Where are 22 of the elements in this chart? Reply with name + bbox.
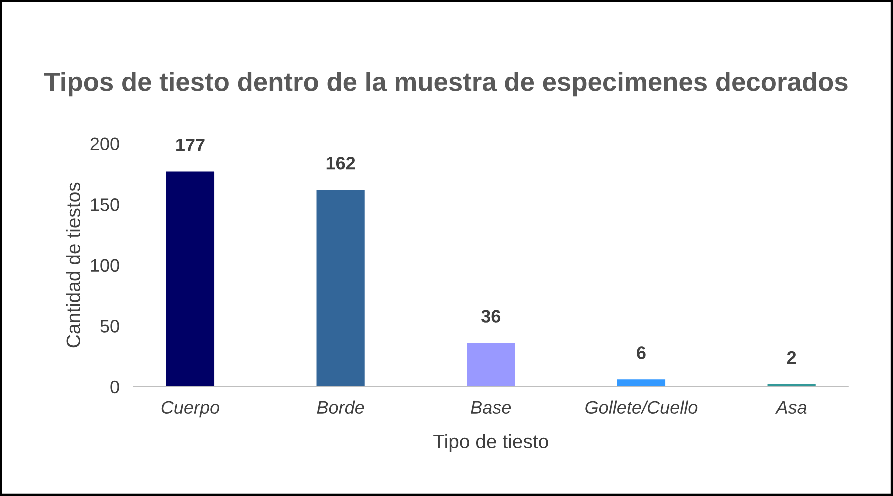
x-tick-label: Borde xyxy=(317,400,364,414)
bar xyxy=(166,172,215,387)
x-tick-label: Asa xyxy=(775,401,807,414)
y-tick-label: 100 xyxy=(91,259,120,272)
y-tick-label: 50 xyxy=(100,320,120,333)
x-axis-title: Tipo de tiesto xyxy=(434,434,548,452)
bar xyxy=(467,343,516,387)
y-axis-title: Cantidad de tiestos xyxy=(66,182,81,348)
data-label: 177 xyxy=(176,138,205,152)
data-label: 162 xyxy=(326,156,356,170)
data-label: 2 xyxy=(787,351,796,364)
x-tick-label: Base xyxy=(471,401,512,414)
y-tick-label: 200 xyxy=(90,138,120,151)
bar xyxy=(316,190,365,387)
bar xyxy=(617,380,666,387)
y-tick-label: 0 xyxy=(110,380,120,394)
y-tick-label: 150 xyxy=(91,198,120,212)
chart-title: Tipos de tiesto dentro de la muestra de especimenes decorados xyxy=(44,72,848,97)
x-tick-label: Cuerpo xyxy=(162,401,220,418)
data-label: 6 xyxy=(637,346,646,360)
data-label: 36 xyxy=(482,310,501,323)
x-tick-label: Gollete/Cuello xyxy=(586,400,698,414)
